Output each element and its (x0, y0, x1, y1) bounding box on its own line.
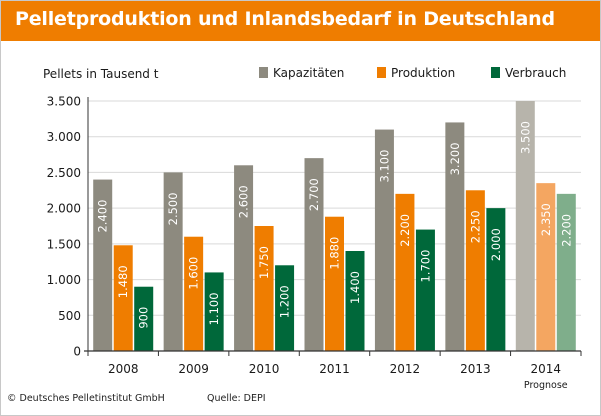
data-label: 1.480 (116, 265, 130, 298)
data-label: 2.350 (539, 203, 553, 236)
data-label: 1.880 (328, 237, 342, 270)
data-label: 1.200 (278, 285, 292, 318)
data-label: 3.200 (448, 142, 462, 175)
data-label: 2.500 (166, 192, 180, 225)
bars: 2.400 1.480 900 2.500 1.600 1.100 2.600 1.750 1.… (93, 101, 576, 351)
data-label: 2.200 (398, 214, 412, 247)
bar-produktion-2010 (254, 226, 274, 351)
x-tick-label: 2012 (390, 362, 421, 376)
x-tick-label: 2011 (319, 362, 350, 376)
data-label: 1.600 (187, 257, 201, 290)
y-tick-label: 0 (73, 345, 81, 359)
bar-verbrauch-2010 (275, 265, 295, 351)
y-tick-label: 3.500 (47, 95, 81, 109)
data-label: 3.100 (377, 150, 391, 183)
copyright-text: © Deutsches Pelletinstitut GmbH (7, 393, 165, 404)
bar-verbrauch-2009 (204, 272, 224, 351)
chart-title: Pelletproduktion und Inlandsbedarf in De… (15, 8, 555, 30)
bar-verbrauch-2008 (134, 286, 154, 351)
y-tick-label: 1.500 (47, 237, 81, 251)
data-label: 2.600 (237, 185, 251, 218)
x-tick-label: 2009 (178, 362, 209, 376)
bar-verbrauch-2014 (556, 193, 576, 351)
title-bar: Pelletproduktion und Inlandsbedarf in De… (1, 1, 600, 41)
legend-swatch-verbrauch (491, 67, 500, 78)
axes: 0 500 1.000 1.500 2.000 2.500 3.000 3.500 2008 20… (47, 95, 582, 391)
bar-kapazitäten-2011 (304, 158, 324, 351)
bar-kapazitäten-2009 (163, 172, 183, 351)
x-tick-label: 2010 (249, 362, 280, 376)
bar-produktion-2012 (395, 193, 415, 351)
legend-swatch-produktion (377, 67, 386, 78)
legend-label: Produktion (391, 66, 455, 80)
bar-produktion-2014 (536, 183, 556, 351)
forecast-note: Prognose (524, 380, 568, 391)
data-label: 1.100 (207, 292, 221, 325)
data-label: 2.250 (468, 210, 482, 243)
data-label: 1.750 (257, 246, 271, 279)
y-axis-label: Pellets in Tausend t (43, 67, 159, 81)
bar-kapazitäten-2013 (445, 122, 465, 351)
source-text: Quelle: DEPI (207, 393, 266, 404)
data-label: 1.700 (418, 250, 432, 283)
data-label: 2.200 (559, 214, 573, 247)
data-label: 2.700 (307, 178, 321, 211)
data-label: 2.400 (96, 200, 110, 233)
data-label: 1.400 (348, 271, 362, 304)
legend-swatch-kapazitäten (259, 67, 268, 78)
x-tick-label: 2008 (108, 362, 139, 376)
bar-produktion-2011 (325, 216, 344, 351)
bar-verbrauch-2013 (486, 208, 506, 351)
bar-chart: Pellets in Tausend t Kapazitäten Produkti… (43, 66, 582, 391)
legend-label: Kapazitäten (273, 66, 344, 80)
bar-kapazitäten-2014 (515, 101, 535, 351)
bar-kapazitäten-2010 (234, 165, 254, 351)
bar-produktion-2009 (184, 236, 204, 351)
data-label: 3.500 (518, 121, 532, 154)
y-tick-label: 1.000 (47, 273, 81, 287)
y-tick-label: 2.000 (47, 202, 81, 216)
bar-verbrauch-2012 (415, 229, 435, 351)
bar-produktion-2013 (465, 190, 485, 351)
x-tick-label: 2014 (531, 362, 562, 376)
bar-kapazitäten-2012 (374, 129, 394, 351)
y-tick-label: 2.500 (47, 166, 81, 180)
data-label: 900 (137, 307, 151, 329)
data-label: 2.000 (489, 228, 503, 261)
y-tick-label: 500 (58, 309, 81, 323)
legend: Kapazitäten Produktion Verbrauch (259, 66, 566, 80)
x-tick-label: 2013 (460, 362, 491, 376)
bar-produktion-2008 (113, 245, 133, 351)
legend-label: Verbrauch (505, 66, 566, 80)
bar-verbrauch-2011 (345, 251, 365, 351)
y-tick-label: 3.000 (47, 130, 81, 144)
bar-kapazitäten-2008 (93, 179, 113, 351)
